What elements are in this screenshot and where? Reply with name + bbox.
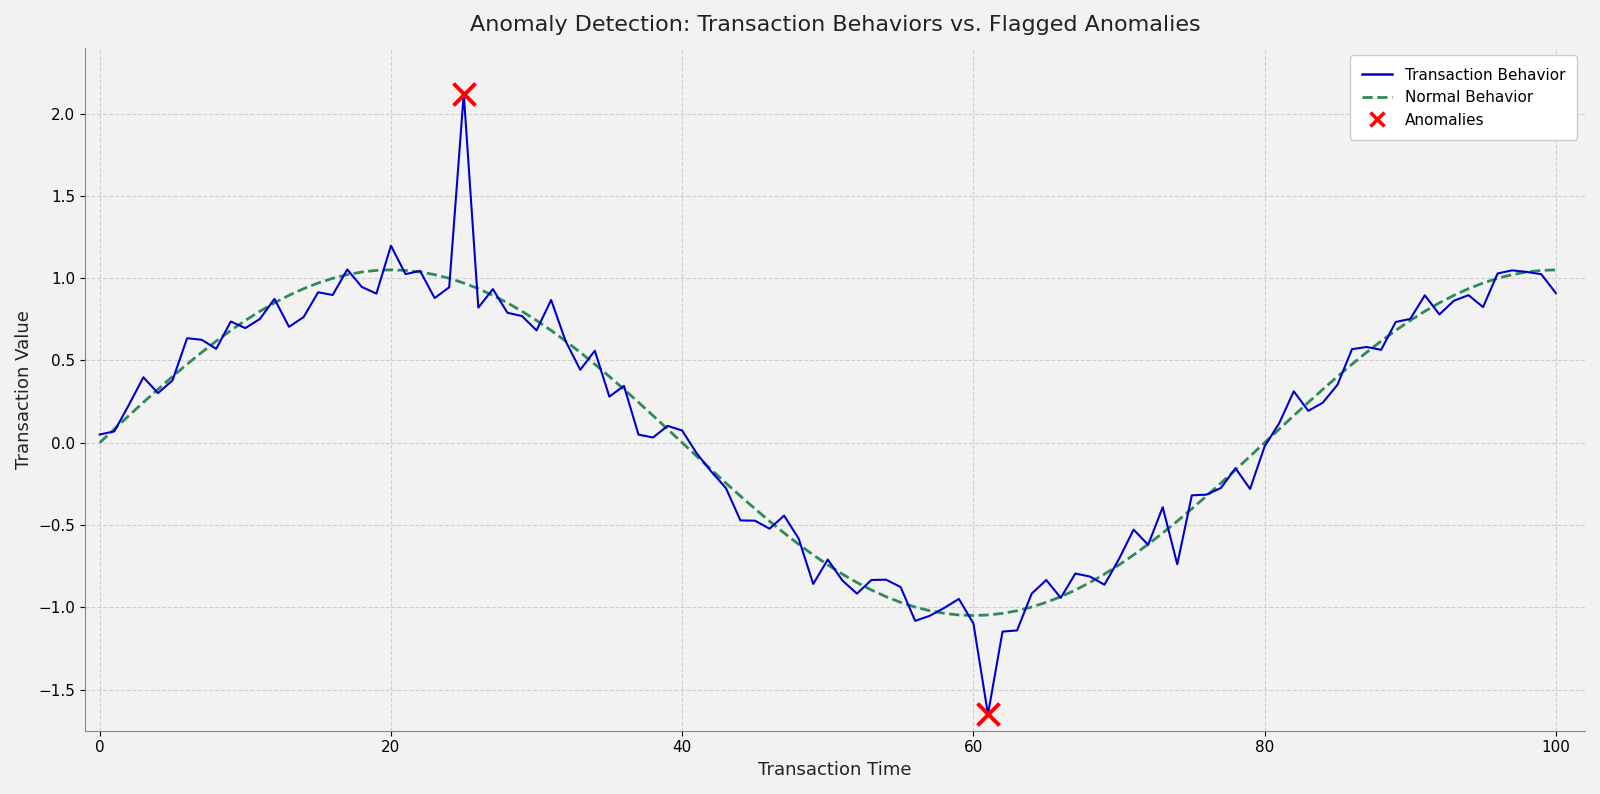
Transaction Behavior bbox=[1546, 288, 1565, 298]
Transaction Behavior bbox=[978, 710, 997, 719]
Transaction Behavior bbox=[774, 511, 794, 520]
Normal Behavior bbox=[1546, 265, 1565, 275]
Normal Behavior bbox=[963, 611, 982, 620]
Normal Behavior bbox=[994, 609, 1013, 619]
Normal Behavior bbox=[774, 528, 794, 538]
Transaction Behavior bbox=[1139, 540, 1158, 549]
Legend: Transaction Behavior, Normal Behavior, Anomalies: Transaction Behavior, Normal Behavior, A… bbox=[1350, 56, 1578, 140]
Normal Behavior bbox=[1211, 478, 1230, 488]
Anomalies bbox=[451, 87, 477, 100]
Transaction Behavior bbox=[994, 626, 1013, 636]
Title: Anomaly Detection: Transaction Behaviors vs. Flagged Anomalies: Anomaly Detection: Transaction Behaviors… bbox=[470, 15, 1200, 35]
Transaction Behavior bbox=[454, 89, 474, 98]
Transaction Behavior bbox=[192, 335, 211, 345]
X-axis label: Transaction Time: Transaction Time bbox=[758, 761, 912, 779]
Line: Normal Behavior: Normal Behavior bbox=[99, 270, 1555, 615]
Point bbox=[974, 708, 1000, 721]
Y-axis label: Transaction Value: Transaction Value bbox=[14, 310, 34, 468]
Line: Transaction Behavior: Transaction Behavior bbox=[99, 94, 1555, 715]
Normal Behavior bbox=[192, 348, 211, 357]
Transaction Behavior bbox=[1211, 484, 1230, 493]
Normal Behavior bbox=[1139, 539, 1158, 549]
Transaction Behavior bbox=[469, 303, 488, 312]
Normal Behavior bbox=[90, 438, 109, 448]
Transaction Behavior bbox=[90, 430, 109, 439]
Normal Behavior bbox=[381, 265, 400, 275]
Normal Behavior bbox=[469, 284, 488, 294]
